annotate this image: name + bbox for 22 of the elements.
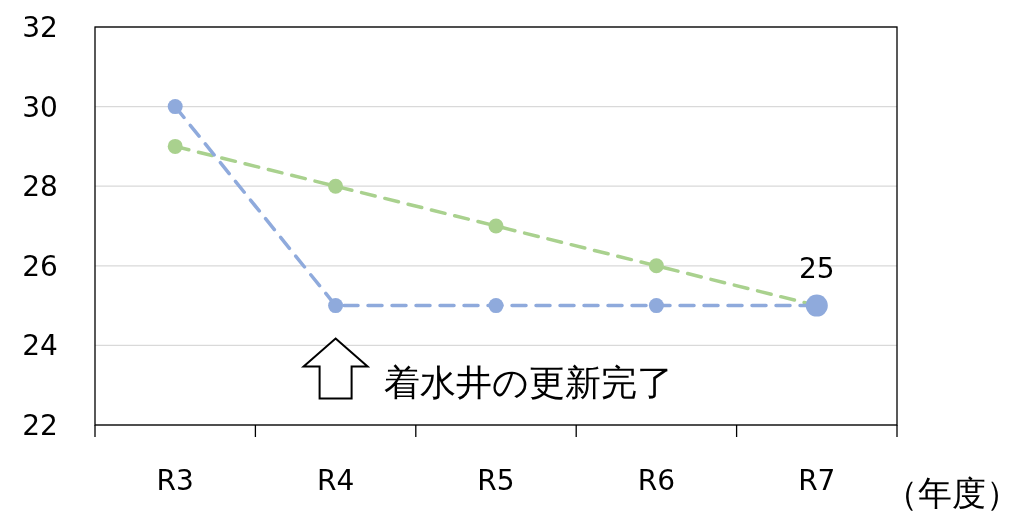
annotation: 着水井の更新完了 [383,361,673,403]
x-axis-title: （年度） [884,473,1020,513]
y-tick-label: 28 [22,170,58,204]
point [328,178,344,194]
y-tick-label: 30 [22,90,58,124]
point [167,99,183,115]
y-tick-label: 22 [22,409,58,442]
point [488,298,504,314]
point [488,218,504,234]
y-tick-label: 32 [22,11,58,44]
point [648,258,664,274]
data-label: 25 [798,251,835,285]
x-tick-label: R5 [477,464,515,497]
point [328,298,344,314]
y-tick-label: 24 [22,329,58,363]
x-tick-label: R6 [637,464,676,497]
x-tick-label: R4 [316,464,355,497]
y-tick-label: 26 [22,249,58,283]
x-tick-label: R7 [798,464,836,497]
point [648,298,664,314]
point [167,138,183,154]
x-tick-label: R3 [156,464,194,497]
